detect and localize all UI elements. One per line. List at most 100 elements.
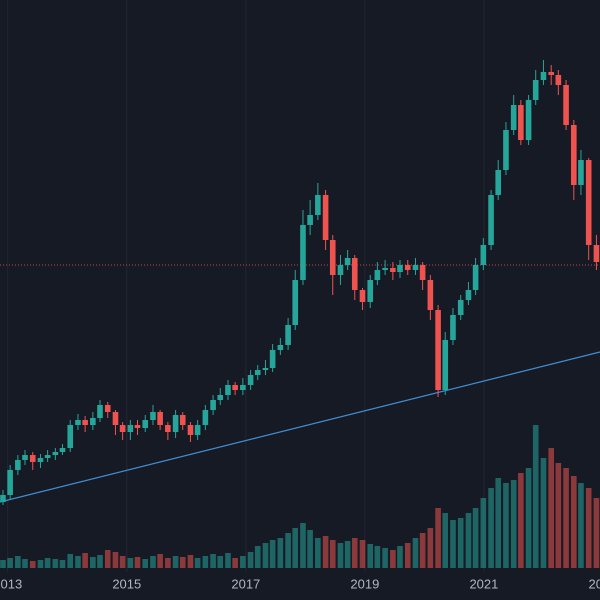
volume-bar xyxy=(150,556,156,568)
volume-bar xyxy=(359,540,366,568)
candle-body xyxy=(277,345,284,350)
volume-bar xyxy=(232,558,238,568)
volume-bar xyxy=(457,518,464,568)
volume-bar xyxy=(37,560,44,568)
candle-body xyxy=(202,410,209,425)
volume-bar xyxy=(119,556,126,568)
volume-bar xyxy=(7,558,13,568)
volume-bar xyxy=(450,520,456,568)
volume-bar xyxy=(495,478,502,568)
volume-bar xyxy=(22,559,28,568)
candle-body xyxy=(0,495,6,502)
volume-bar xyxy=(247,552,254,568)
x-tick-label: 2019 xyxy=(350,576,379,591)
candle-body xyxy=(457,300,464,315)
candle-body xyxy=(518,105,524,140)
volume-bar xyxy=(29,561,36,568)
candle-body xyxy=(29,455,36,462)
candle-body xyxy=(90,418,96,425)
volume-bar xyxy=(142,559,149,568)
volume-bar xyxy=(571,476,577,568)
candle-body xyxy=(563,85,569,125)
candle-body xyxy=(232,385,238,390)
volume-bar xyxy=(292,528,299,568)
candle-body xyxy=(240,385,246,390)
volume-bar xyxy=(585,488,592,568)
volume-bar xyxy=(480,498,487,568)
volume-bar xyxy=(187,555,194,568)
volume-bar xyxy=(225,553,231,568)
volume-bar xyxy=(134,557,141,568)
volume-bar xyxy=(269,540,276,568)
candle-body xyxy=(269,350,276,368)
candle-body xyxy=(254,370,261,375)
volume-bar xyxy=(442,513,449,568)
candle-body xyxy=(329,240,336,275)
candle-body xyxy=(210,400,216,410)
candle-body xyxy=(435,310,441,390)
candle-body xyxy=(442,340,449,390)
candle-body xyxy=(172,415,179,432)
candle-body xyxy=(548,72,554,75)
candle-body xyxy=(165,425,171,432)
volume-bar xyxy=(15,556,21,568)
candle-body xyxy=(480,245,487,265)
x-tick-label: 2021 xyxy=(469,576,498,591)
volume-bar xyxy=(367,544,374,568)
volume-bar xyxy=(397,546,403,568)
candle-body xyxy=(217,395,224,400)
volume-bar xyxy=(390,550,396,568)
candle-body xyxy=(75,420,81,425)
trendline xyxy=(0,351,600,503)
volume-bar xyxy=(548,448,554,568)
candle-body xyxy=(285,325,291,345)
volume-bar xyxy=(97,555,103,568)
volume-bar xyxy=(277,538,284,568)
volume-bar xyxy=(374,546,381,568)
volume-bar xyxy=(59,560,66,568)
volume-bar xyxy=(465,513,472,568)
volume-bar xyxy=(351,538,358,568)
candle-body xyxy=(150,412,156,420)
candle-body xyxy=(510,105,517,130)
candle-body xyxy=(578,160,584,185)
volume-bar xyxy=(578,483,584,568)
candle-body xyxy=(585,160,592,245)
volume-bar xyxy=(44,558,51,568)
candle-body xyxy=(22,455,28,460)
volume-bar xyxy=(104,550,111,568)
x-tick-label: 2023 xyxy=(589,576,600,591)
volume-bar xyxy=(75,556,81,568)
candle-body xyxy=(465,290,472,300)
candle-body xyxy=(525,100,532,140)
candle-body xyxy=(315,195,321,215)
volume-bar xyxy=(555,463,562,568)
volume-bar xyxy=(194,558,201,568)
volume-bar xyxy=(202,556,209,568)
candle-body xyxy=(262,368,269,370)
candle-body xyxy=(157,412,163,425)
candle-body xyxy=(104,405,111,412)
volume-bar xyxy=(488,488,494,568)
candle-body xyxy=(472,265,479,290)
volume-bar xyxy=(525,468,532,568)
candle-body xyxy=(390,268,396,272)
candle-body xyxy=(495,170,502,195)
candle-body xyxy=(187,425,194,435)
volume-bar xyxy=(52,559,59,568)
candle-body xyxy=(225,385,231,395)
volume-bar xyxy=(518,473,524,568)
candle-body xyxy=(571,125,577,185)
volume-bar xyxy=(510,480,517,568)
volume-bar xyxy=(419,533,426,568)
candle-body xyxy=(503,130,509,170)
candle-body xyxy=(397,265,403,272)
candle-body xyxy=(359,290,366,302)
x-tick-label: 2015 xyxy=(112,576,141,591)
volume-bar xyxy=(157,554,163,568)
candle-body xyxy=(247,375,254,385)
volume-bar xyxy=(404,543,411,568)
volume-bar xyxy=(262,543,269,568)
candle-body xyxy=(532,80,539,100)
